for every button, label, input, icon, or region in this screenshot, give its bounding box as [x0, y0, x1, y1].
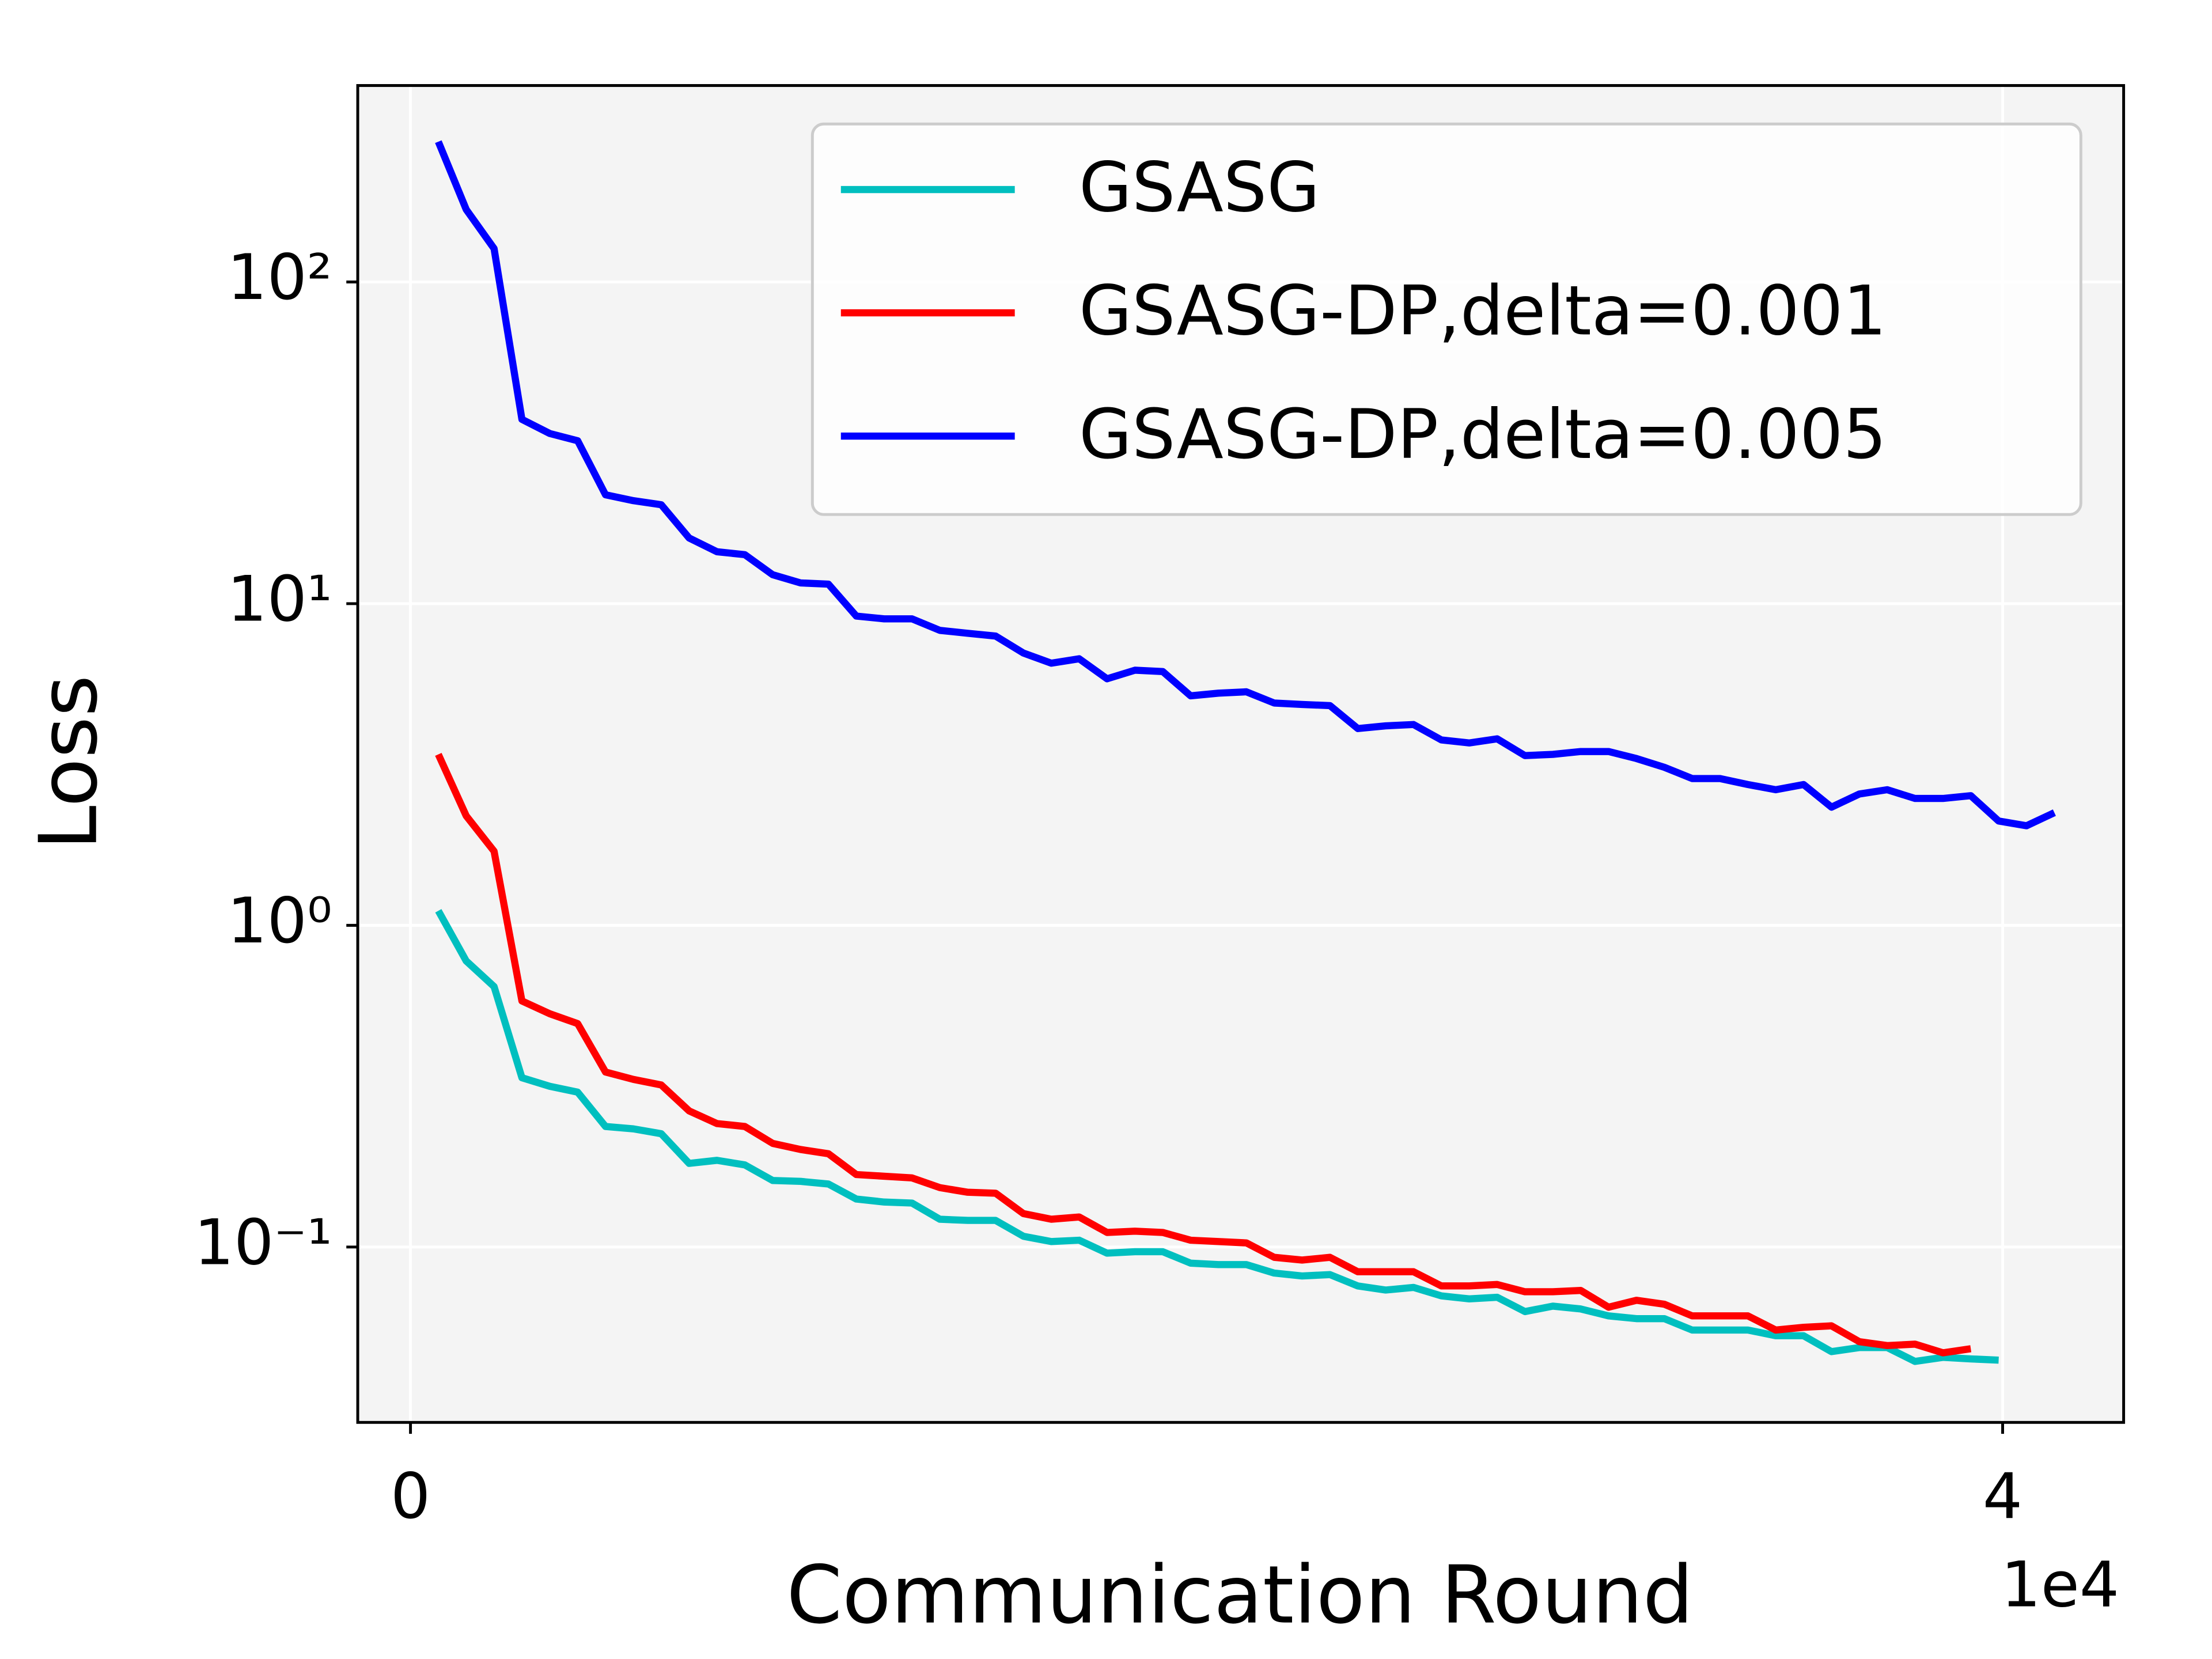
y-tick-label: 10¹: [227, 563, 332, 636]
lines: [435, 140, 2056, 1365]
line-series: [435, 909, 1999, 1365]
y-axis-label: Loss: [22, 675, 115, 850]
x-offset-label: 1e4: [2001, 1548, 2120, 1622]
legend: GSASG GSASG-DP,delta=0.001 GSASG-DP,delta=…: [810, 122, 2082, 516]
legend-box: [810, 122, 2082, 516]
y-tick-label: 10⁰: [227, 884, 332, 957]
ticks: 0 4 10⁻¹ 10⁰ 10¹ 10²: [194, 241, 2022, 1533]
legend-label: GSASG: [1079, 149, 1320, 228]
y-tick-label: 10²: [227, 241, 332, 314]
line-series: [435, 140, 2056, 830]
x-tick-label: 0: [391, 1460, 430, 1533]
legend-label: GSASG-DP,delta=0.001: [1079, 272, 1887, 351]
line-series: [435, 753, 1972, 1357]
x-axis-label: Communication Round: [786, 1548, 1693, 1642]
x-tick-label: 4: [1983, 1460, 2022, 1533]
plot-frame: [356, 84, 2126, 1424]
legend-label: GSASG-DP,delta=0.005: [1079, 395, 1887, 475]
y-tick-label: 10⁻¹: [194, 1206, 332, 1279]
